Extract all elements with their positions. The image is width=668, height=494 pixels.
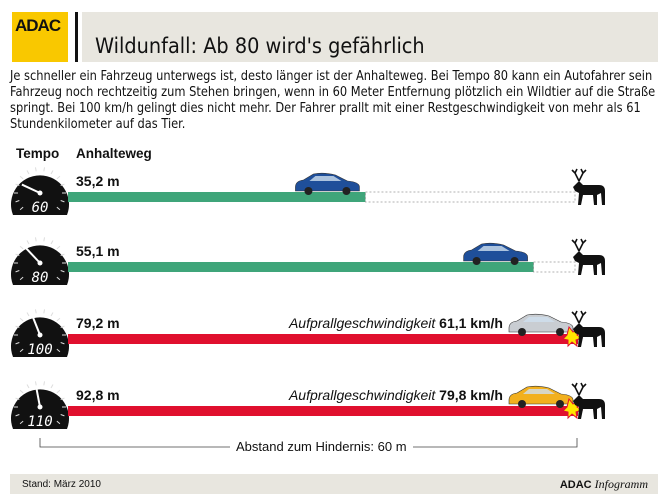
impact-value: 79,8 km/h — [439, 387, 503, 403]
car — [463, 242, 528, 265]
deer-icon — [571, 310, 605, 347]
page-title: Wildunfall: Ab 80 wird's gefährlich — [95, 34, 425, 58]
intro-text: Je schneller ein Fahrzeug unterwegs ist,… — [10, 68, 656, 132]
bar-60 — [68, 192, 366, 202]
bar-110 — [68, 406, 578, 416]
deer-icon — [571, 168, 605, 205]
car — [295, 172, 360, 195]
stand-date: Stand: März 2010 — [22, 479, 101, 490]
impact-text: Aufprallgeschwindigkeit — [288, 315, 436, 331]
deer-icon — [571, 382, 605, 419]
speed-label: 100 — [27, 342, 52, 358]
speed-label: 60 — [32, 200, 49, 216]
column-header-anhalteweg: Anhalteweg — [76, 146, 152, 161]
footer-band — [10, 474, 658, 494]
distance-label: 92,8 m — [76, 387, 120, 403]
speedometer-100: 100 — [10, 309, 69, 358]
brand-italic: Infogramm — [594, 477, 648, 491]
remaining-distance — [365, 191, 576, 203]
speed-label: 80 — [32, 270, 49, 286]
distance-label: 55,1 m — [76, 243, 120, 259]
speedometer-80: 80 — [10, 237, 69, 286]
brand-name: ADAC — [559, 479, 592, 491]
impact-speed-label: Aufprallgeschwindigkeit 79,8 km/h — [289, 387, 503, 403]
impact-value: 61,1 km/h — [439, 315, 503, 331]
remaining-distance — [533, 261, 576, 273]
bar-80 — [68, 262, 534, 272]
impact-text: Aufprallgeschwindigkeit — [288, 387, 436, 403]
distance-label: 35,2 m — [76, 173, 120, 189]
deer-icon — [571, 238, 605, 275]
car — [508, 385, 574, 408]
obstacle-distance-label: Abstand zum Hindernis: 60 m — [230, 439, 413, 454]
brand: ADAC Infogramm — [560, 477, 648, 492]
distance-label: 79,2 m — [76, 315, 120, 331]
speedometer-110: 110 — [10, 381, 69, 430]
speedometer-60: 60 — [10, 167, 69, 216]
divider — [75, 12, 78, 62]
speed-label: 110 — [27, 414, 52, 430]
car — [508, 313, 574, 336]
impact-speed-label: Aufprallgeschwindigkeit 61,1 km/h — [289, 315, 503, 331]
header-band — [82, 12, 658, 62]
column-header-tempo: Tempo — [16, 146, 60, 161]
bar-100 — [68, 334, 578, 344]
adac-logo: ADAC — [12, 12, 68, 62]
